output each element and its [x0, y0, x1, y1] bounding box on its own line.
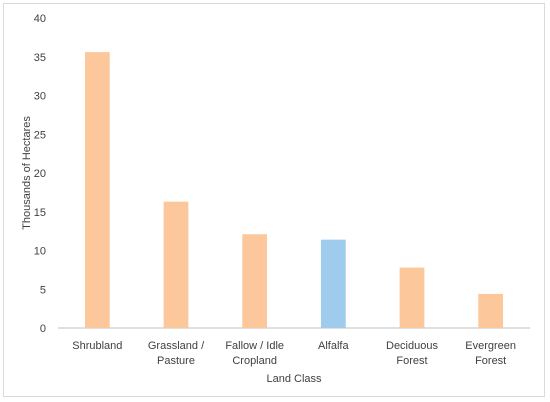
y-tick-label: 40: [34, 13, 46, 25]
bar: [163, 201, 189, 328]
x-tick-label: Alfalfa: [318, 340, 349, 352]
y-tick-label: 10: [34, 246, 46, 258]
bar: [399, 267, 425, 328]
y-tick-label: 30: [34, 91, 46, 103]
y-tick-label: 15: [34, 207, 46, 219]
y-tick-label: 5: [40, 284, 46, 296]
x-tick-label: Forest: [475, 355, 506, 367]
y-axis-title: Thousands of Hectares: [21, 116, 33, 230]
x-tick-label: Forest: [396, 355, 427, 367]
x-axis-title: Land Class: [266, 373, 322, 385]
bars: [84, 52, 504, 328]
bar: [242, 234, 268, 328]
x-tick-label: Shrubland: [72, 340, 122, 352]
y-tick-label: 25: [34, 129, 46, 141]
x-tick-label: Pasture: [157, 355, 195, 367]
x-tick-label: Deciduous: [386, 340, 438, 352]
x-tick-label: Cropland: [232, 355, 277, 367]
x-tick-label: Fallow / Idle: [225, 340, 284, 352]
y-axis-tick-labels: 0 5 10 15 20 25 30 35 40: [34, 13, 46, 335]
bar: [478, 293, 504, 328]
y-tick-label: 0: [40, 323, 46, 335]
y-tick-label: 20: [34, 168, 46, 180]
bar: [84, 52, 110, 328]
x-tick-label: Grassland /: [148, 340, 205, 352]
bar: [320, 239, 346, 328]
x-axis-tick-labels: Shrubland Grassland / Pasture Fallow / Idle…: [72, 340, 516, 367]
x-tick-label: Evergreen: [465, 340, 516, 352]
y-tick-label: 35: [34, 52, 46, 64]
